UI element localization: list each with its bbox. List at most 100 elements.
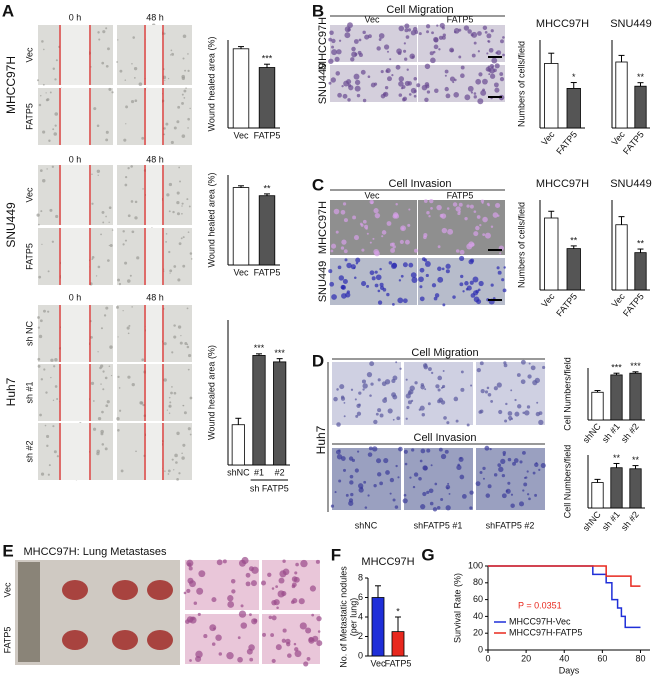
texture	[294, 650, 302, 658]
texture	[507, 457, 512, 462]
texture	[331, 38, 336, 44]
label: 48 h	[146, 12, 164, 22]
texture	[116, 305, 119, 309]
y-tick-label: 4	[358, 611, 363, 621]
texture	[353, 39, 359, 44]
label: 0 h	[69, 292, 82, 302]
texture	[111, 91, 114, 94]
wound	[61, 423, 89, 480]
texture	[428, 215, 431, 218]
texture	[534, 462, 539, 467]
texture	[442, 370, 445, 372]
texture	[379, 285, 385, 290]
texture	[170, 391, 173, 395]
bar	[610, 374, 623, 421]
texture	[398, 93, 403, 97]
texture	[404, 23, 410, 29]
texture	[478, 280, 484, 287]
texture	[189, 580, 196, 588]
texture	[518, 501, 525, 507]
texture	[347, 83, 352, 88]
texture	[167, 77, 170, 80]
x-tick-label: shNC	[227, 467, 250, 477]
texture	[316, 615, 322, 622]
texture	[459, 282, 464, 287]
y-axis-label: Wound healed area (%)	[206, 173, 216, 268]
texture	[328, 81, 332, 85]
significance: **	[637, 238, 645, 248]
texture	[282, 559, 286, 563]
panel-title: Cell Migration	[386, 4, 453, 16]
texture	[188, 353, 192, 358]
texture	[245, 572, 251, 578]
texture	[37, 326, 41, 329]
texture	[188, 566, 193, 571]
texture	[174, 453, 178, 458]
texture	[441, 227, 448, 234]
texture	[359, 222, 363, 226]
texture	[384, 396, 387, 400]
y-axis-label: Numbers of cells/field	[516, 202, 526, 288]
texture	[163, 32, 166, 35]
significance: **	[263, 183, 271, 193]
texture	[364, 506, 368, 509]
texture	[169, 269, 173, 273]
label: shFATP5 #2	[486, 520, 535, 530]
label: shNC	[355, 520, 378, 530]
wound	[146, 364, 162, 421]
texture	[397, 476, 400, 479]
texture	[534, 493, 538, 497]
texture	[339, 384, 345, 390]
texture	[268, 615, 273, 620]
texture	[391, 74, 394, 77]
texture	[429, 501, 434, 506]
texture	[386, 292, 390, 297]
texture	[367, 75, 371, 78]
y-axis-label: Numbers of cells/field	[516, 41, 526, 127]
texture	[398, 279, 402, 282]
texture	[230, 579, 236, 584]
lung	[62, 580, 88, 600]
panel-title: Cell Invasion	[389, 178, 452, 190]
texture	[471, 53, 476, 58]
texture	[423, 199, 428, 203]
significance: ***	[254, 343, 265, 353]
texture	[381, 235, 384, 238]
texture	[118, 387, 121, 389]
texture	[502, 451, 507, 455]
y-tick-label: 2	[358, 631, 363, 641]
texture	[362, 219, 367, 224]
texture	[177, 325, 182, 329]
texture	[107, 47, 110, 51]
texture	[101, 443, 105, 446]
texture	[179, 180, 181, 183]
x-tick-label: shNC	[581, 421, 603, 445]
texture	[125, 123, 127, 125]
texture	[369, 361, 375, 367]
texture	[128, 324, 131, 327]
texture	[419, 296, 425, 302]
texture	[298, 598, 305, 605]
texture	[436, 24, 439, 27]
texture	[387, 76, 392, 82]
texture	[96, 452, 100, 456]
texture	[394, 505, 399, 509]
texture	[348, 498, 354, 503]
texture	[377, 408, 382, 413]
texture	[335, 230, 339, 234]
texture	[300, 559, 308, 568]
texture	[433, 37, 439, 43]
texture	[479, 409, 484, 414]
texture	[54, 112, 59, 116]
texture	[139, 401, 143, 405]
texture	[510, 493, 514, 496]
x-tick-label: FATP5	[554, 291, 579, 318]
texture	[292, 598, 298, 604]
texture	[116, 61, 118, 63]
texture	[188, 205, 191, 208]
texture	[169, 272, 171, 274]
texture	[487, 65, 491, 69]
significance: **	[637, 72, 645, 82]
label: 0 h	[69, 12, 82, 22]
